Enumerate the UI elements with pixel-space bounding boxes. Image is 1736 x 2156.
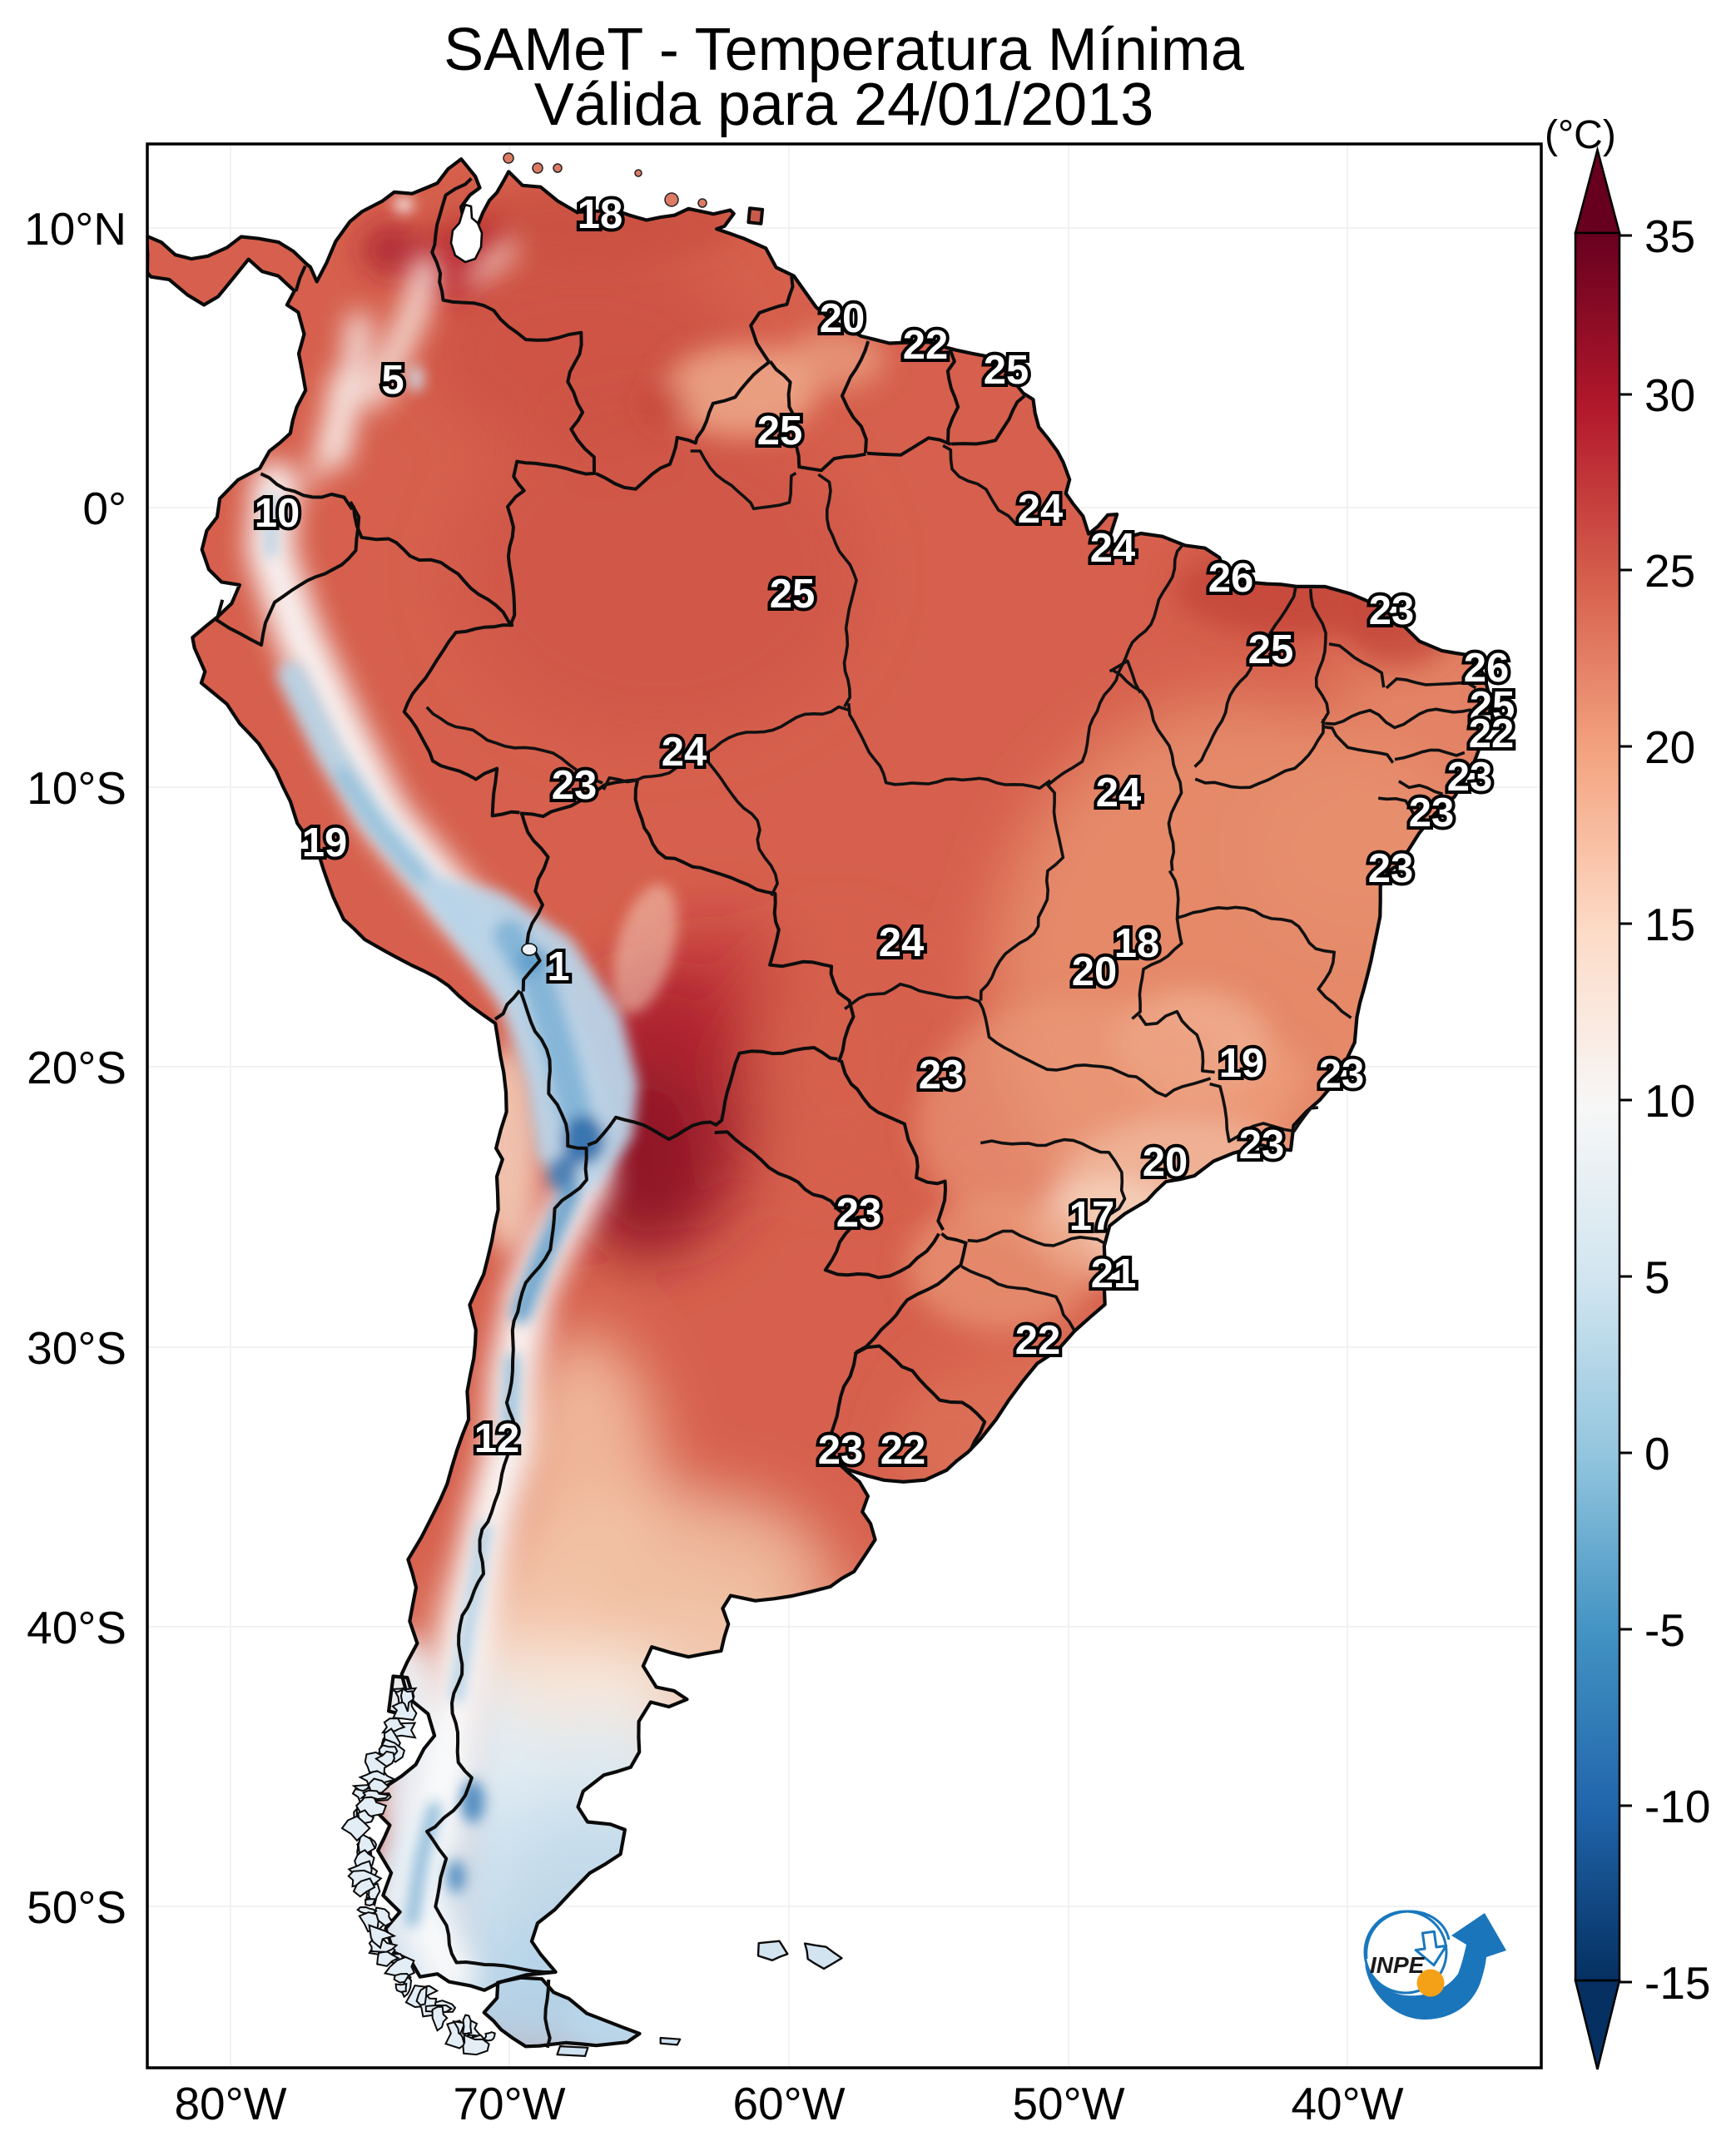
svg-text:0: 0 bbox=[1644, 1428, 1670, 1479]
svg-text:20: 20 bbox=[1644, 721, 1695, 773]
svg-text:(°C): (°C) bbox=[1545, 113, 1616, 157]
svg-text:23: 23 bbox=[1319, 1052, 1365, 1097]
svg-text:50°S: 50°S bbox=[27, 1881, 126, 1933]
svg-text:25: 25 bbox=[1248, 627, 1294, 672]
svg-text:10°S: 10°S bbox=[27, 762, 126, 814]
svg-text:19: 19 bbox=[1219, 1041, 1265, 1086]
svg-text:23: 23 bbox=[1239, 1123, 1285, 1167]
svg-text:22: 22 bbox=[1469, 711, 1515, 756]
svg-text:10: 10 bbox=[255, 491, 300, 536]
svg-text:26: 26 bbox=[1208, 556, 1254, 601]
svg-text:5: 5 bbox=[381, 358, 404, 403]
svg-text:25: 25 bbox=[757, 409, 803, 454]
svg-text:25: 25 bbox=[984, 348, 1029, 393]
svg-text:23: 23 bbox=[919, 1053, 965, 1098]
svg-text:SAMeT - Temperatura Mínima: SAMeT - Temperatura Mínima bbox=[444, 17, 1245, 83]
svg-text:40°S: 40°S bbox=[27, 1602, 126, 1653]
svg-text:23: 23 bbox=[1368, 846, 1414, 891]
svg-text:26: 26 bbox=[1464, 646, 1510, 691]
svg-text:18: 18 bbox=[578, 192, 623, 237]
svg-text:24: 24 bbox=[1090, 526, 1136, 571]
svg-text:-5: -5 bbox=[1644, 1604, 1685, 1656]
svg-text:-10: -10 bbox=[1644, 1781, 1711, 1832]
svg-text:10°N: 10°N bbox=[24, 203, 126, 255]
svg-text:23: 23 bbox=[1369, 588, 1415, 633]
svg-text:0°: 0° bbox=[82, 483, 126, 534]
svg-text:22: 22 bbox=[903, 323, 949, 368]
svg-text:30°S: 30°S bbox=[27, 1322, 126, 1374]
svg-text:21: 21 bbox=[1091, 1251, 1137, 1296]
svg-text:23: 23 bbox=[552, 763, 598, 808]
svg-text:Válida para 24/01/2013: Válida para 24/01/2013 bbox=[534, 72, 1154, 138]
svg-text:30: 30 bbox=[1644, 369, 1695, 421]
svg-text:5: 5 bbox=[1644, 1251, 1670, 1303]
svg-text:24: 24 bbox=[1018, 487, 1064, 532]
svg-text:80°W: 80°W bbox=[174, 2078, 286, 2129]
svg-text:20: 20 bbox=[1143, 1140, 1188, 1185]
svg-text:22: 22 bbox=[1015, 1318, 1061, 1363]
svg-text:20: 20 bbox=[820, 296, 866, 341]
svg-text:19: 19 bbox=[302, 820, 348, 865]
svg-text:23: 23 bbox=[1447, 755, 1493, 800]
svg-text:23: 23 bbox=[818, 1428, 864, 1473]
svg-text:70°W: 70°W bbox=[453, 2078, 565, 2129]
svg-text:1: 1 bbox=[547, 944, 569, 989]
svg-text:50°W: 50°W bbox=[1012, 2078, 1124, 2129]
svg-text:15: 15 bbox=[1644, 899, 1695, 950]
svg-text:10: 10 bbox=[1644, 1075, 1695, 1127]
svg-text:20°S: 20°S bbox=[27, 1042, 126, 1093]
svg-text:INPE: INPE bbox=[1370, 1952, 1426, 1978]
svg-text:25: 25 bbox=[1644, 545, 1695, 597]
svg-text:20: 20 bbox=[1072, 949, 1118, 994]
svg-text:12: 12 bbox=[474, 1416, 520, 1461]
svg-text:23: 23 bbox=[1409, 791, 1455, 835]
svg-text:25: 25 bbox=[770, 572, 816, 617]
svg-text:18: 18 bbox=[1114, 921, 1160, 966]
svg-text:23: 23 bbox=[836, 1191, 882, 1236]
svg-text:24: 24 bbox=[879, 920, 925, 965]
svg-text:60°W: 60°W bbox=[732, 2078, 845, 2129]
svg-text:40°W: 40°W bbox=[1291, 2078, 1403, 2129]
svg-text:24: 24 bbox=[662, 730, 707, 775]
svg-text:24: 24 bbox=[1096, 771, 1142, 815]
svg-text:25: 25 bbox=[1470, 684, 1515, 729]
svg-text:35: 35 bbox=[1644, 211, 1695, 262]
svg-text:22: 22 bbox=[880, 1428, 926, 1473]
svg-text:17: 17 bbox=[1069, 1194, 1115, 1239]
svg-text:-15: -15 bbox=[1644, 1957, 1711, 2009]
